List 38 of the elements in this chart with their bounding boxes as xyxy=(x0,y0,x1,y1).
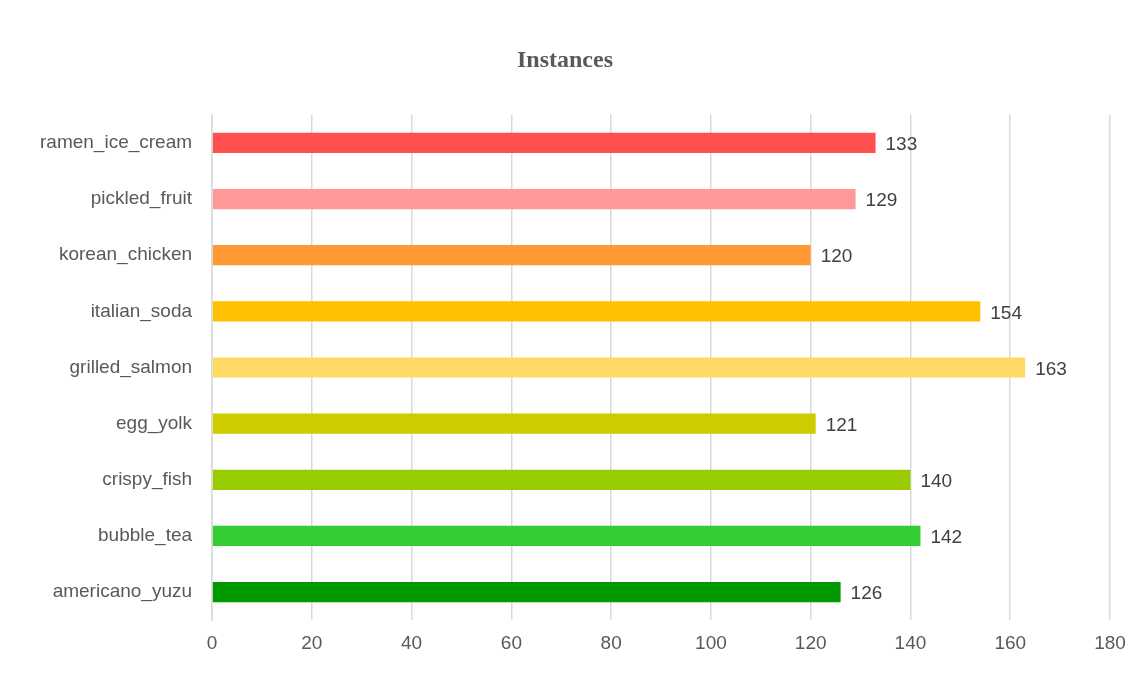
bar xyxy=(212,357,1026,378)
data-label: 121 xyxy=(825,413,858,435)
x-tick-label: 80 xyxy=(600,631,622,653)
data-label: 140 xyxy=(920,470,953,492)
x-tick-label: 40 xyxy=(401,631,423,653)
x-tick-label: 60 xyxy=(500,631,522,653)
data-label: 126 xyxy=(850,582,883,604)
y-tick-label: ramen_ice_cream xyxy=(39,131,193,154)
data-label: 129 xyxy=(865,189,898,211)
y-tick-label: korean_chicken xyxy=(58,243,193,266)
data-label: 142 xyxy=(930,526,963,548)
bar xyxy=(212,469,911,490)
bar xyxy=(212,582,841,603)
bar xyxy=(212,525,921,547)
y-tick-label: bubble_tea xyxy=(98,524,193,547)
x-tick-label: 20 xyxy=(301,631,323,653)
bar xyxy=(212,188,856,210)
x-tick-label: 140 xyxy=(894,631,927,653)
x-tick-label: 120 xyxy=(794,631,827,653)
y-tick-label: crispy_fish xyxy=(102,468,193,491)
data-label: 120 xyxy=(820,245,853,267)
y-tick-label: egg_yolk xyxy=(116,411,193,434)
y-tick-label: americano_yuzu xyxy=(52,580,193,603)
chart-title: Instances xyxy=(516,45,614,72)
y-tick-label: grilled_salmon xyxy=(69,355,193,378)
data-label: 163 xyxy=(1035,357,1067,379)
y-tick-label: italian_soda xyxy=(90,299,193,322)
bar xyxy=(212,245,811,266)
x-tick-label: 160 xyxy=(994,631,1027,653)
bar xyxy=(212,413,816,434)
data-label: 154 xyxy=(990,301,1023,323)
y-tick-label: pickled_fruit xyxy=(90,187,193,210)
data-label: 133 xyxy=(885,133,918,155)
x-tick-label: 100 xyxy=(695,631,727,653)
bar xyxy=(212,132,876,153)
x-tick-label: 180 xyxy=(1094,631,1126,653)
x-tick-label: 0 xyxy=(206,631,218,653)
bar xyxy=(212,301,981,322)
